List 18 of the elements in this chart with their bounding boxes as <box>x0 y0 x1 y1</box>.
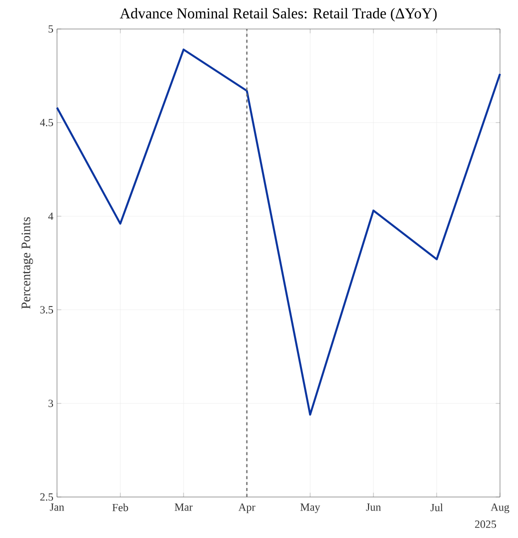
chart-title: Advance Nominal Retail Sales: Retail Trade (ΔYoY) <box>120 8 437 22</box>
y-axis-title: Percentage Points <box>22 217 33 309</box>
y-tick-label: 5 <box>48 25 54 33</box>
y-tick-label: 4 <box>48 212 54 220</box>
x-tick-label: Jul <box>430 504 443 512</box>
line-series <box>56 48 501 416</box>
y-tick-label: 2.5 <box>40 493 54 501</box>
y-tick-label: 4.5 <box>40 118 54 126</box>
y-tick-label: 3 <box>48 400 54 408</box>
x-tick-label: Mar <box>174 504 193 511</box>
x-tick-label: Jun <box>366 504 381 511</box>
y-tick-label: 3.5 <box>40 306 54 314</box>
x-tick-label: May <box>300 504 320 514</box>
x-tick-label: Feb <box>112 504 128 512</box>
x-tick-label: Aug <box>490 504 510 514</box>
x-tick-label: Jan <box>50 504 64 511</box>
x-tick-label: Apr <box>238 504 256 514</box>
text: 2025 <box>475 520 496 528</box>
